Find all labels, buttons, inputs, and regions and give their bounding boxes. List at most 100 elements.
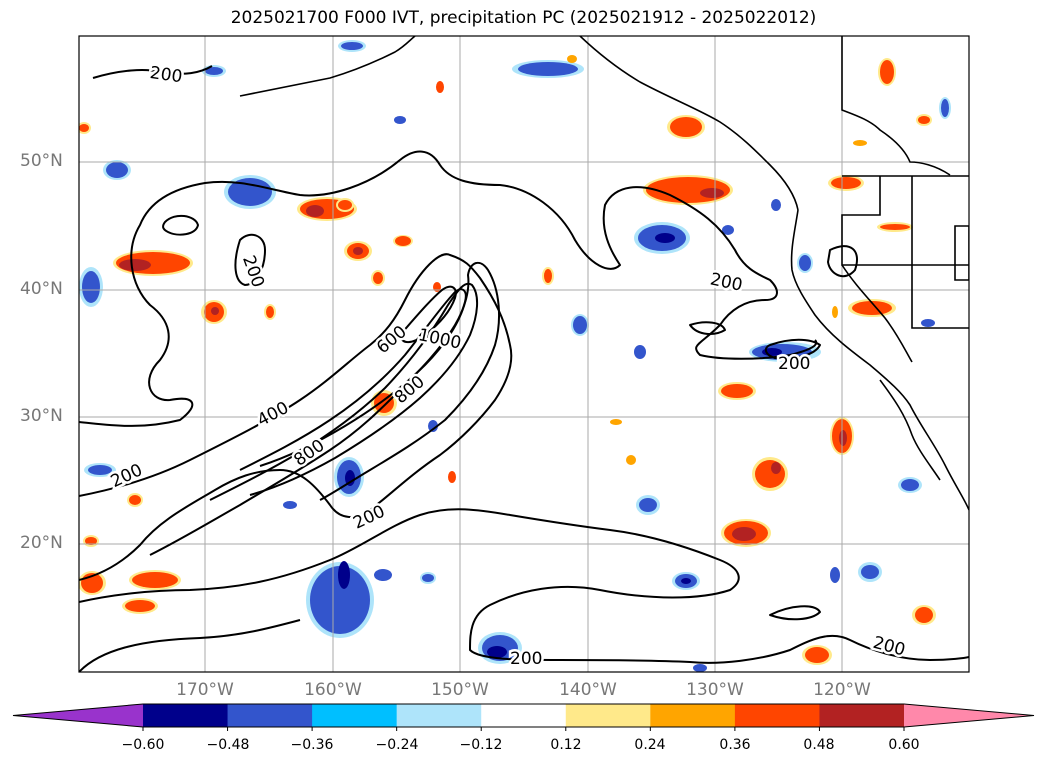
west-coast — [790, 209, 969, 511]
colorbar — [12, 703, 1035, 731]
lon-label: 160°W — [304, 680, 362, 700]
positive-anomaly-blob — [393, 235, 413, 247]
positive-anomaly-blob — [79, 571, 106, 595]
negative-anomaly-blob — [428, 420, 438, 432]
negative-anomaly-blob — [636, 495, 660, 515]
positive-anomaly-blob — [371, 390, 397, 416]
coastline-layer — [239, 36, 969, 511]
state-border-5 — [911, 265, 969, 329]
positive-anomaly-blob — [83, 535, 99, 547]
positive-anomaly-blob — [264, 304, 276, 320]
positive-anomaly-blob — [752, 457, 788, 491]
positive-anomaly-blob — [122, 598, 158, 614]
negative-anomaly-blob — [634, 345, 646, 359]
negative-anomaly-blob — [771, 199, 781, 211]
colorbar-swatch — [650, 704, 736, 727]
colorbar-tick-label: 0.12 — [550, 737, 582, 753]
colorbar-swatch — [819, 704, 905, 727]
colorbar-swatch — [481, 704, 567, 727]
colorbar-tick-label: −0.12 — [459, 737, 503, 753]
state-border-6 — [954, 225, 969, 281]
colorbar-tick-label: −0.36 — [290, 737, 334, 753]
colorbar-tick-label: −0.60 — [121, 737, 165, 753]
colorbar-tick-label: −0.24 — [375, 737, 419, 753]
negative-anomaly-blob — [722, 225, 734, 235]
positive-anomaly-blob — [878, 58, 896, 86]
lat-label: 40°N — [20, 279, 63, 299]
negative-anomaly-blob — [224, 175, 276, 209]
ivt-contour-200-west-arc — [234, 233, 266, 286]
ivt-contour-200-main — [79, 150, 818, 427]
ivt-contour-200-east-coast — [827, 245, 858, 278]
ivt-contour-200-east-closed — [764, 338, 821, 360]
state-border-2 — [841, 176, 969, 266]
negative-anomaly-blob — [338, 40, 366, 52]
ivt-contour-200-south — [79, 253, 513, 581]
positive-anomaly-blob — [832, 306, 838, 318]
ivt-contour-1000 — [399, 285, 457, 344]
map-frame-bg — [79, 36, 969, 672]
colorbar-swatch — [734, 704, 820, 727]
colorbar-swatch — [227, 704, 313, 727]
negative-anomaly-blob — [283, 501, 297, 509]
negative-anomaly-blob — [478, 632, 522, 664]
negative-anomaly-blob — [921, 319, 935, 327]
positive-anomaly-blob — [129, 570, 181, 590]
positive-anomaly-blob — [127, 493, 143, 507]
lon-label: 140°W — [559, 680, 617, 700]
positive-anomaly-blob — [853, 140, 867, 146]
positive-anomaly-blob — [877, 222, 913, 232]
positive-anomaly-blob — [542, 267, 554, 285]
negative-anomaly-blob — [672, 572, 700, 590]
negative-anomaly-blob — [797, 253, 813, 273]
lat-label: 50°N — [20, 151, 63, 171]
positive-anomaly-blob — [113, 250, 193, 276]
positive-anomaly-blob — [201, 300, 227, 324]
negative-anomaly-blob — [374, 569, 392, 581]
ivt-contour-200-gulf — [689, 321, 726, 335]
colorbar-tick-label: 0.24 — [634, 737, 666, 753]
negative-anomaly-blob — [512, 60, 584, 78]
positive-anomaly-blob — [912, 605, 936, 625]
colorbar-tick-label: 0.36 — [719, 737, 751, 753]
state-border-4 — [841, 264, 913, 363]
ivt-contour-800 — [239, 288, 467, 471]
negative-anomaly-blob — [693, 664, 707, 672]
ivt-contours — [79, 65, 969, 672]
positive-anomaly-blob — [448, 471, 456, 483]
aleutian-coast — [239, 36, 416, 97]
lat-label: 20°N — [20, 533, 63, 553]
negative-anomaly-blob — [571, 314, 589, 336]
ivt-contour-200-far-south — [79, 508, 969, 664]
ivt-contour-200-north — [92, 65, 213, 79]
positive-anomaly-blob — [371, 270, 385, 286]
positive-anomaly-blob — [626, 455, 636, 465]
positive-anomaly-blob — [802, 645, 832, 665]
positive-anomaly-blob — [336, 198, 354, 212]
positive-anomaly-blob — [848, 299, 896, 317]
colorbar-swatch — [312, 704, 398, 727]
colorbar-tick-label: −0.48 — [206, 737, 250, 753]
map-title: 2025021700 F000 IVT, precipitation PC (2… — [230, 8, 817, 28]
lat-lon-grid — [79, 36, 969, 672]
ivt-contour-200-ocean — [769, 605, 821, 621]
lon-label: 130°W — [686, 680, 744, 700]
colorbar-swatch — [143, 704, 229, 727]
positive-anomaly-blob — [718, 382, 756, 400]
positive-anomaly-blob — [567, 55, 577, 63]
negative-anomaly-blob — [858, 562, 882, 582]
negative-anomaly-blob — [939, 97, 951, 119]
negative-anomaly-blob — [84, 463, 116, 477]
lon-label: 120°W — [813, 680, 871, 700]
positive-anomaly-blob — [828, 175, 864, 191]
negative-anomaly-blob — [202, 65, 226, 77]
negative-anomaly-blob — [420, 572, 436, 584]
positive-anomaly-blob — [643, 175, 733, 205]
positive-anomaly-blob — [667, 115, 705, 139]
alaska-coast — [579, 36, 799, 211]
ivt-contour-200-bottom — [79, 619, 301, 672]
ivt-contour-label: 200 — [778, 354, 810, 374]
colorbar-extend-high — [904, 704, 1034, 727]
colorbar-swatch — [396, 704, 482, 727]
lon-label: 150°W — [431, 680, 489, 700]
